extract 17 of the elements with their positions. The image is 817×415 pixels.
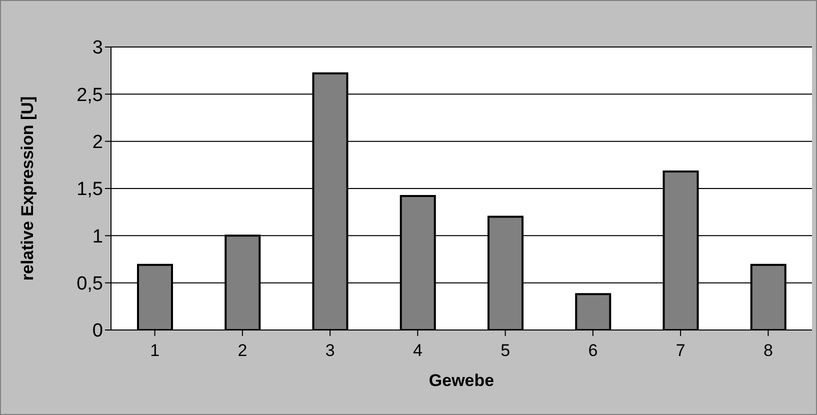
y-tick-label: 1,5 [76,179,103,200]
y-tick-label: 1 [92,226,103,248]
x-tick-label: 1 [150,341,160,360]
x-tick-label: 6 [588,341,598,360]
y-tick-label: 3 [92,38,103,59]
x-axis-title: Gewebe [428,371,494,390]
y-axis-title: relative Expression [U] [18,96,38,281]
x-tick-label: 4 [412,341,422,360]
x-tick-label: 7 [676,341,686,360]
y-tick-label: 0,5 [76,274,103,295]
y-tick-label: 2,5 [76,84,103,106]
y-tick-label: 2 [92,132,103,154]
x-tick-label: 3 [325,341,335,360]
x-tick-label: 5 [500,341,510,360]
x-tick-label: 8 [763,341,773,360]
x-tick-label: 2 [238,341,248,360]
y-tick-label: 0 [92,320,103,342]
